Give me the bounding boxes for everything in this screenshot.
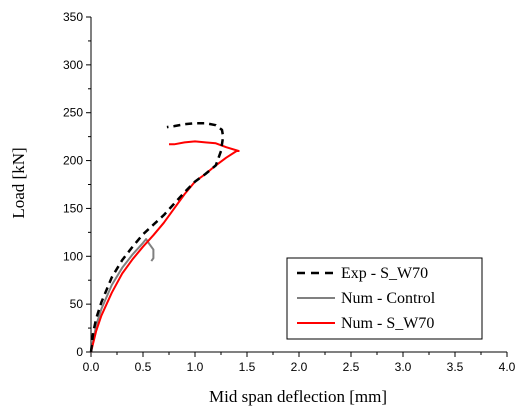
series-lines — [89, 121, 240, 353]
x-tick-label: 2.0 — [291, 360, 308, 374]
series-line-1 — [89, 121, 225, 353]
series-line-2 — [90, 238, 155, 353]
legend-label: Num - S_W70 — [341, 315, 434, 332]
y-tick-label: 200 — [63, 154, 83, 168]
y-tick-label: 50 — [70, 297, 84, 311]
y-tick-label: 0 — [76, 345, 83, 359]
y-axis-title: Load [kN] — [9, 147, 28, 218]
axes: 0.0 0.5 1.0 1.5 2.0 2.5 3.0 3.5 4.0 0 50 100 150 200 2… — [63, 10, 516, 374]
y-tick-label: 350 — [63, 10, 83, 24]
y-tick-label: 250 — [63, 106, 83, 120]
x-tick-label: 3.0 — [395, 360, 412, 374]
x-tick-label: 2.5 — [343, 360, 360, 374]
x-tick-label: 0.5 — [135, 360, 152, 374]
y-tick-label: 300 — [63, 58, 83, 72]
y-tick-label: 100 — [63, 249, 83, 263]
legend: Exp - S_W70 Num - Control Num - S_W70 — [286, 257, 483, 340]
x-tick-label: 3.5 — [447, 360, 464, 374]
x-tick-label: 0.0 — [83, 360, 100, 374]
y-tick-label: 150 — [63, 201, 83, 215]
series-line-3 — [90, 140, 240, 353]
x-axis-title: Mid span deflection [mm] — [209, 387, 387, 406]
legend-label: Exp - S_W70 — [341, 265, 428, 282]
x-tick-label: 1.5 — [239, 360, 256, 374]
x-tick-label: 1.0 — [187, 360, 204, 374]
legend-label: Num - Control — [341, 290, 436, 307]
x-tick-label: 4.0 — [499, 360, 516, 374]
